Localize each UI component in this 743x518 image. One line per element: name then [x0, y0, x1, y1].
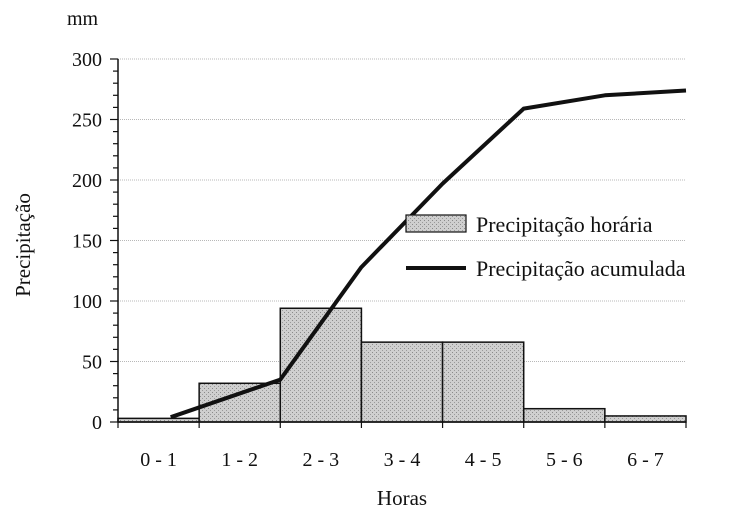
legend-bar-swatch — [406, 215, 466, 232]
y-tick-label: 150 — [72, 231, 102, 253]
x-tick-label: 4 - 5 — [465, 449, 502, 471]
x-tick-label: 1 - 2 — [221, 449, 258, 471]
y-tick-label: 0 — [92, 412, 102, 434]
y-tick-label: 50 — [82, 352, 102, 374]
x-tick-label: 6 - 7 — [627, 449, 664, 471]
legend-line-label: Precipitação acumulada — [476, 256, 686, 281]
legend: Precipitação horária Precipitação acumul… — [406, 212, 686, 281]
y-axis-title: Precipitação — [11, 193, 35, 297]
bar — [524, 409, 605, 422]
x-tick-label: 0 - 1 — [140, 449, 177, 471]
legend-bar-label: Precipitação horária — [476, 212, 653, 237]
bar — [361, 342, 442, 422]
y-tick-label: 250 — [72, 110, 102, 132]
bar — [443, 342, 524, 422]
y-tick-label: 100 — [72, 291, 102, 313]
y-tick-label: 300 — [72, 49, 102, 71]
y-tick-label: 200 — [72, 170, 102, 192]
x-tick-label: 3 - 4 — [384, 449, 421, 471]
x-tick-label: 2 - 3 — [303, 449, 340, 471]
y-unit-label: mm — [67, 8, 99, 30]
x-tick-label: 5 - 6 — [546, 449, 583, 471]
x-axis-title: Horas — [377, 486, 427, 510]
gridlines — [118, 59, 686, 362]
bar — [605, 416, 686, 422]
